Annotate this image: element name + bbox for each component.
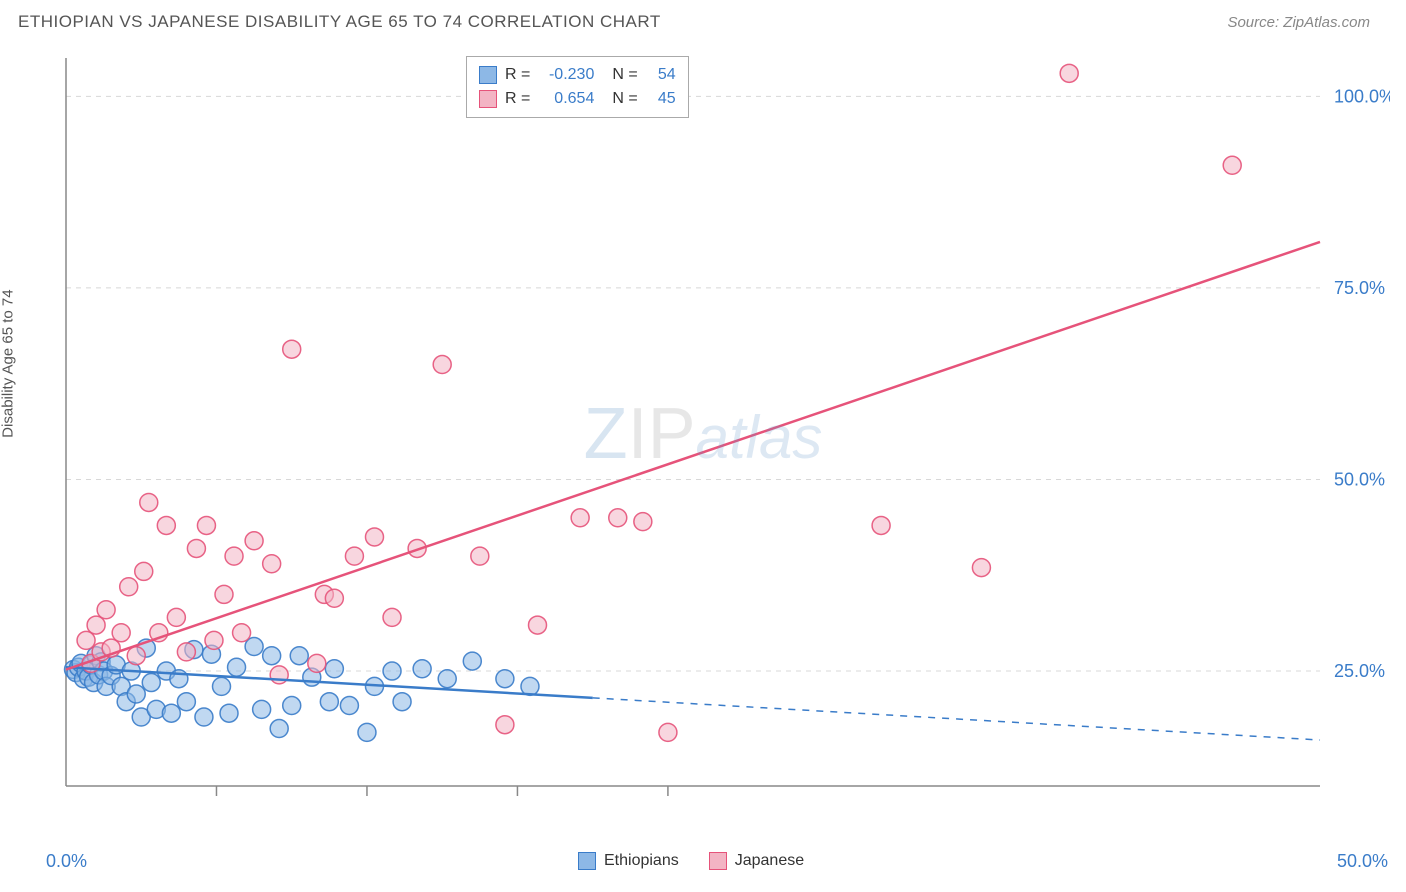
legend-r-label: R =: [505, 87, 530, 111]
legend-swatch: [479, 66, 497, 84]
x-axis-max-label: 50.0%: [1337, 851, 1388, 872]
svg-text:100.0%: 100.0%: [1334, 86, 1390, 106]
legend-swatch: [578, 852, 596, 870]
x-axis-min-label: 0.0%: [46, 851, 87, 872]
svg-text:50.0%: 50.0%: [1334, 469, 1385, 489]
correlation-legend: R = -0.230 N = 54 R = 0.654 N = 45: [466, 56, 689, 118]
source-credit: Source: ZipAtlas.com: [1227, 14, 1370, 31]
legend-n-value: 45: [646, 87, 676, 111]
legend-n-value: 54: [646, 63, 676, 87]
series-legend: Ethiopians Japanese: [578, 852, 804, 870]
chart-title: ETHIOPIAN VS JAPANESE DISABILITY AGE 65 …: [18, 12, 661, 32]
svg-text:25.0%: 25.0%: [1334, 661, 1385, 681]
scatter-plot: 25.0% 50.0% 75.0% 100.0%: [60, 46, 1390, 846]
legend-row: R = -0.230 N = 54: [479, 63, 676, 87]
y-axis-label: Disability Age 65 to 74: [0, 289, 17, 437]
series-legend-label: Ethiopians: [604, 852, 679, 870]
series-legend-item: Japanese: [709, 852, 804, 870]
svg-text:75.0%: 75.0%: [1334, 278, 1385, 298]
legend-swatch: [479, 90, 497, 108]
series-legend-label: Japanese: [735, 852, 804, 870]
series-legend-item: Ethiopians: [578, 852, 679, 870]
legend-swatch: [709, 852, 727, 870]
legend-r-value: -0.230: [538, 63, 594, 87]
legend-row: R = 0.654 N = 45: [479, 87, 676, 111]
legend-n-label: N =: [612, 63, 637, 87]
legend-n-label: N =: [612, 87, 637, 111]
legend-r-label: R =: [505, 63, 530, 87]
legend-r-value: 0.654: [538, 87, 594, 111]
chart-container: Disability Age 65 to 74 25.0%50.0%75.0%1…: [18, 46, 1388, 872]
